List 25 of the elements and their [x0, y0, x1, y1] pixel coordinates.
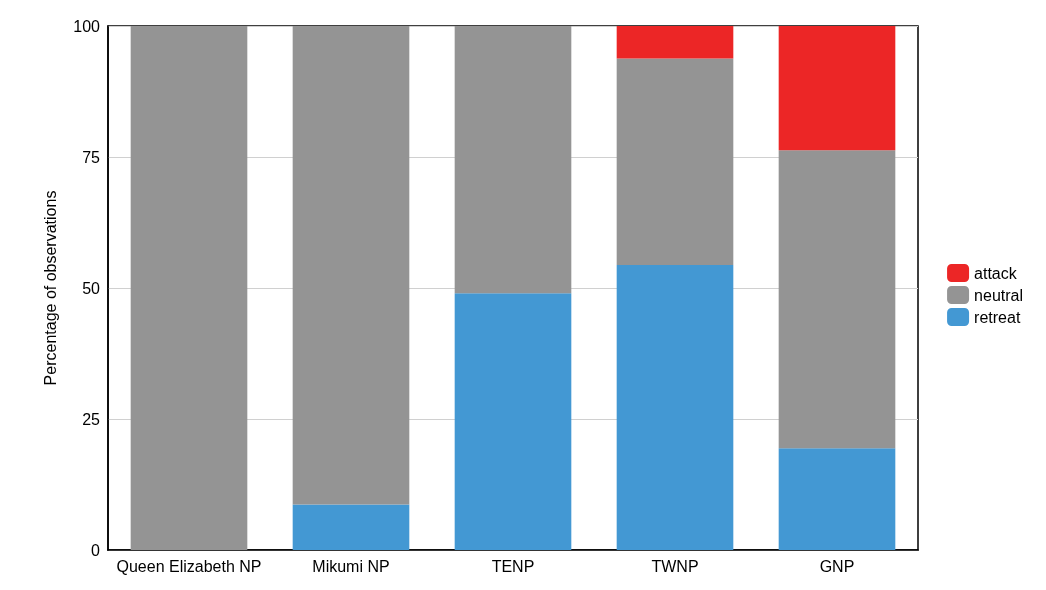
bar — [616, 58, 734, 265]
x-tick-label: TWNP — [651, 557, 699, 575]
x-tick-label: GNP — [819, 557, 855, 575]
bar — [778, 26, 896, 151]
y-tick-label: 0 — [91, 541, 101, 559]
bar — [130, 26, 248, 550]
bar — [292, 504, 410, 550]
bar — [616, 26, 734, 59]
bar — [616, 264, 734, 550]
bar — [454, 26, 572, 294]
bar — [778, 150, 896, 449]
y-tick-label: 25 — [82, 410, 101, 428]
bar — [454, 293, 572, 550]
legend-label: attack — [974, 264, 1018, 282]
legend-label: retreat — [974, 308, 1021, 326]
bar — [292, 26, 410, 505]
legend-label: neutral — [974, 286, 1023, 304]
x-tick-label: Mikumi NP — [312, 557, 390, 575]
x-tick-label: TENP — [491, 557, 535, 575]
bar — [778, 448, 896, 550]
x-tick-label: Queen Elizabeth NP — [116, 557, 262, 575]
y-tick-label: 75 — [82, 148, 101, 166]
y-axis-title: Percentage of observations — [41, 190, 59, 386]
y-tick-label: 100 — [73, 17, 101, 35]
y-tick-label: 50 — [82, 279, 101, 297]
